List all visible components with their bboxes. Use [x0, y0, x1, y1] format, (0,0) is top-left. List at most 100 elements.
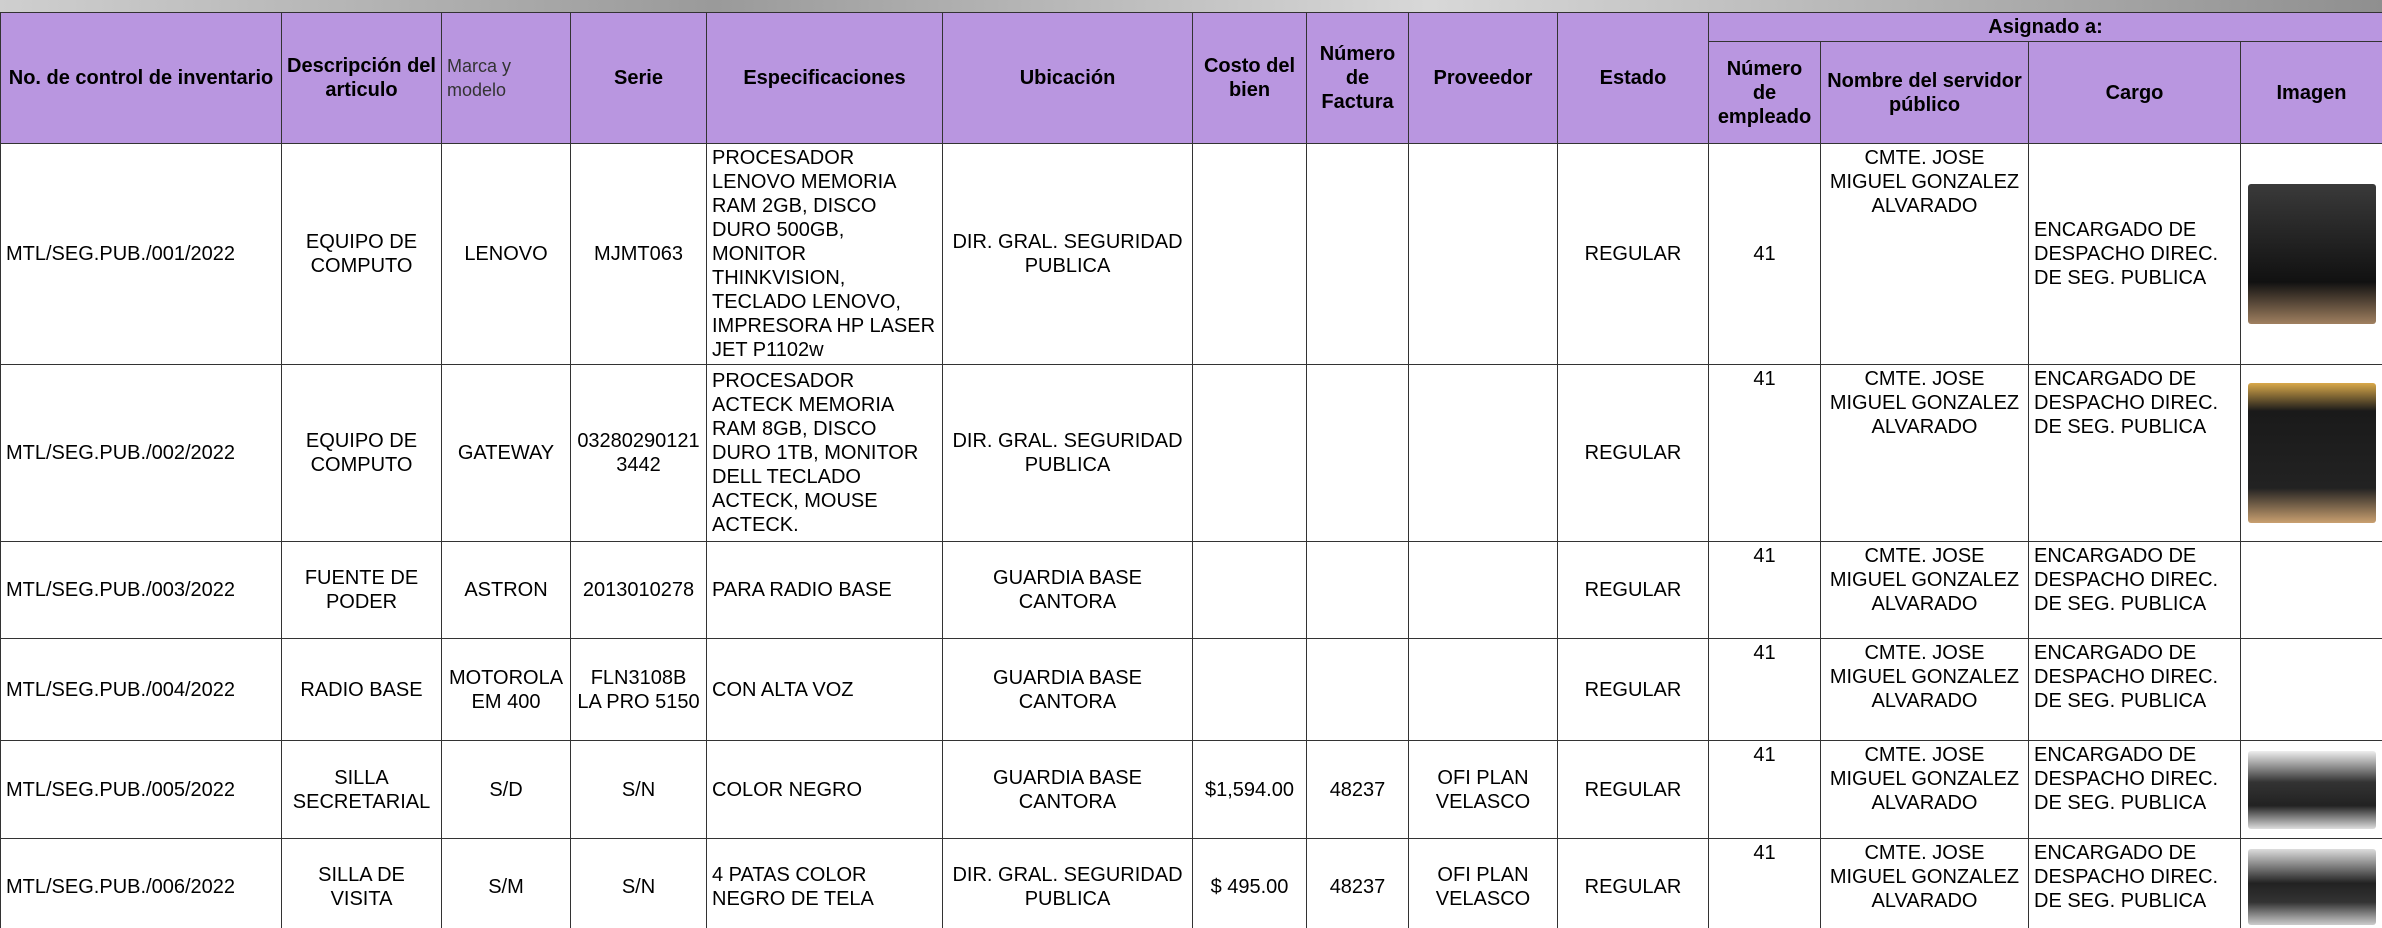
column-header: Número de empleado [1708, 41, 1821, 144]
column-header: Ubicación [942, 12, 1193, 144]
empty-cell [1192, 364, 1307, 542]
cell: ENCARGADO DE DESPACHO DIREC. DE SEG. PUB… [2028, 541, 2241, 639]
image-cell [2239, 364, 2382, 542]
cell: MTL/SEG.PUB./003/2022 [0, 541, 282, 639]
empty-cell [1192, 638, 1307, 741]
empty-cell [1306, 638, 1409, 741]
table-row: MTL/SEG.PUB./005/2022 SILLA SECRETARIAL S/… [0, 740, 2382, 839]
cell: GUARDIA BASE CANTORA [942, 638, 1193, 741]
cell: EQUIPO DE COMPUTO [281, 364, 442, 542]
cell: REGULAR [1557, 838, 1709, 928]
column-header: Costo del bien [1192, 12, 1307, 144]
empty-cell [1408, 364, 1558, 542]
header-row: Número de empleado Nombre del servidor pú… [1, 41, 2382, 144]
cell: S/N [570, 740, 707, 839]
column-header: No. de control de inventario [0, 12, 282, 144]
cell: 4 PATAS COLOR NEGRO DE TELA [706, 838, 943, 928]
cell: REGULAR [1557, 364, 1709, 542]
cell: PROCESADOR ACTECK MEMORIA RAM 8GB, DISCO… [706, 364, 943, 542]
group-header: Asignado a: [1707, 12, 2382, 42]
column-header: Descripción del articulo [281, 12, 442, 144]
column-header: Estado [1557, 12, 1709, 144]
cell: ENCARGADO DE DESPACHO DIREC. DE SEG. PUB… [2028, 638, 2241, 741]
column-header: Número de Factura [1306, 12, 1409, 144]
image-cell [2239, 638, 2382, 741]
cell: OFI PLAN VELASCO [1408, 740, 1558, 839]
cell: GATEWAY [441, 364, 571, 542]
cell: 48237 [1306, 838, 1409, 928]
empty-cell [1408, 638, 1558, 741]
cell: DIR. GRAL. SEGURIDAD PUBLICA [942, 143, 1193, 365]
table-row: MTL/SEG.PUB./006/2022 SILLA DE VISITA S/M S… [0, 838, 2382, 928]
column-header: Marca y modelo [441, 12, 571, 144]
cell: MTL/SEG.PUB./004/2022 [0, 638, 282, 741]
empty-cell [1408, 541, 1558, 639]
item-photo [2247, 383, 2376, 523]
table-row: MTL/SEG.PUB./004/2022 RADIO BASE MOTOROLA … [0, 638, 2382, 741]
cell: 41 [1708, 638, 1821, 741]
empty-cell [1306, 364, 1409, 542]
image-cell [2239, 541, 2382, 639]
cell: FLN3108B LA PRO 5150 [570, 638, 707, 741]
item-photo [2247, 750, 2376, 829]
cell: MTL/SEG.PUB./006/2022 [0, 838, 282, 928]
cell: 41 [1708, 740, 1821, 839]
table-row: MTL/SEG.PUB./002/2022 EQUIPO DE COMPUTO GA… [0, 364, 2382, 542]
empty-cell [1192, 541, 1307, 639]
cell: MJMT063 [570, 143, 707, 365]
cell: CON ALTA VOZ [706, 638, 943, 741]
cell: DIR. GRAL. SEGURIDAD PUBLICA [942, 838, 1193, 928]
cell: 41 [1708, 838, 1821, 928]
empty-cell [1192, 143, 1307, 365]
cell: REGULAR [1557, 740, 1709, 839]
cell: S/N [570, 838, 707, 928]
empty-cell [1306, 541, 1409, 639]
item-photo [2247, 184, 2376, 324]
cell: EQUIPO DE COMPUTO [281, 143, 442, 365]
cell: ENCARGADO DE DESPACHO DIREC. DE SEG. PUB… [2028, 364, 2241, 542]
cell: 2013010278 [570, 541, 707, 639]
column-header: Imagen [2239, 41, 2382, 144]
cell: GUARDIA BASE CANTORA [942, 740, 1193, 839]
cell: $ 495.00 [1192, 838, 1307, 928]
image-cell [2239, 143, 2382, 365]
empty-cell [1408, 143, 1558, 365]
header-row: No. de control de inventario Descripción … [0, 12, 2382, 144]
cell: MOTOROLA EM 400 [441, 638, 571, 741]
cell: RADIO BASE [281, 638, 442, 741]
cell: ASTRON [441, 541, 571, 639]
cell: ENCARGADO DE DESPACHO DIREC. DE SEG. PUB… [2028, 838, 2241, 928]
cell: CMTE. JOSE MIGUEL GONZALEZ ALVARADO [1820, 364, 2029, 542]
cell: MTL/SEG.PUB./005/2022 [0, 740, 282, 839]
cell: S/D [441, 740, 571, 839]
cell: MTL/SEG.PUB./002/2022 [0, 364, 282, 542]
empty-cell [1306, 143, 1409, 365]
cell: COLOR NEGRO [706, 740, 943, 839]
cell: ENCARGADO DE DESPACHO DIREC. DE SEG. PUB… [2028, 143, 2241, 365]
cell: CMTE. JOSE MIGUEL GONZALEZ ALVARADO [1820, 838, 2029, 928]
item-photo [2247, 848, 2376, 925]
cell: CMTE. JOSE MIGUEL GONZALEZ ALVARADO [1820, 541, 2029, 639]
cell: CMTE. JOSE MIGUEL GONZALEZ ALVARADO [1820, 740, 2029, 839]
column-header: Cargo [2028, 41, 2241, 144]
cell: GUARDIA BASE CANTORA [942, 541, 1193, 639]
table-row: MTL/SEG.PUB./003/2022 FUENTE DE PODER ASTR… [0, 541, 2382, 639]
cell: 48237 [1306, 740, 1409, 839]
column-header: Proveedor [1408, 12, 1558, 144]
cell: LENOVO [441, 143, 571, 365]
cell: ENCARGADO DE DESPACHO DIREC. DE SEG. PUB… [2028, 740, 2241, 839]
cell: 41 [1708, 143, 1821, 365]
image-cell [2239, 740, 2382, 839]
cell: REGULAR [1557, 541, 1709, 639]
table-row: MTL/SEG.PUB./001/2022 EQUIPO DE COMPUTO LE… [0, 143, 2382, 365]
column-header: Serie [570, 12, 707, 144]
cell: FUENTE DE PODER [281, 541, 442, 639]
cell: 41 [1708, 364, 1821, 542]
top-strip [0, 0, 2382, 12]
column-header: Especificaciones [706, 12, 943, 144]
cell: DIR. GRAL. SEGURIDAD PUBLICA [942, 364, 1193, 542]
cell: $1,594.00 [1192, 740, 1307, 839]
image-cell [2239, 838, 2382, 928]
cell: REGULAR [1557, 638, 1709, 741]
